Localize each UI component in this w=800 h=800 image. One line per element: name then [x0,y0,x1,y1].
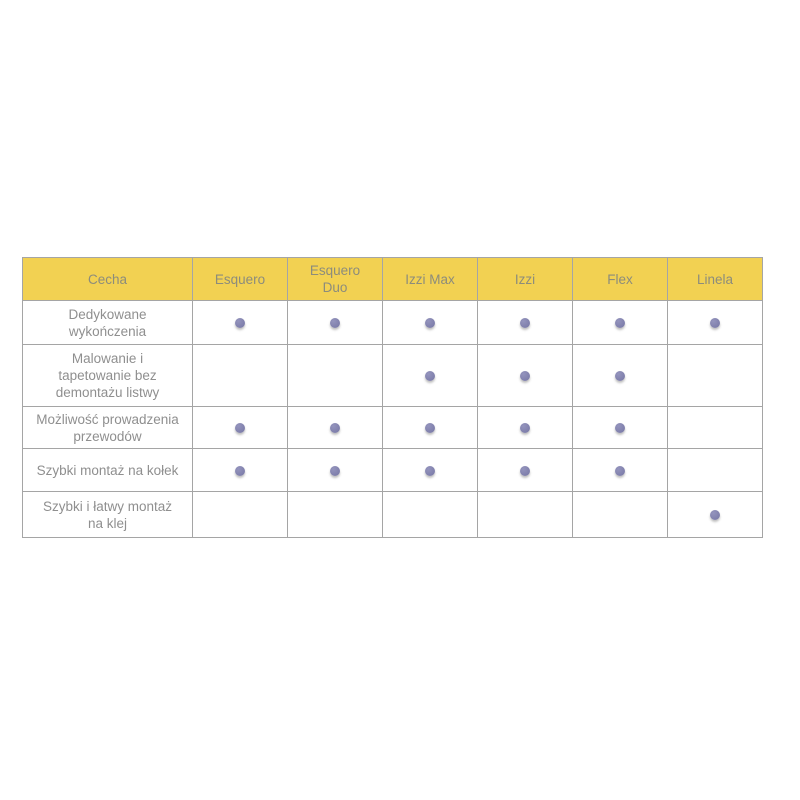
availability-cell [192,406,288,449]
availability-dot-icon [615,465,625,476]
feature-name-cell: Malowanie i tapetowanie bez demontażu li… [22,344,193,407]
table-row: Możliwość prowadzenia przewodów [22,406,763,449]
feature-name-cell: Szybki i łatwy montaż na klej [22,491,193,538]
availability-cell [572,344,668,407]
availability-cell [667,406,763,449]
header-row: Cecha Esquero Esquero Duo Izzi Max Izzi Flex L… [22,257,763,301]
availability-cell [287,406,383,449]
availability-dot-icon [330,318,340,329]
availability-cell [382,491,478,538]
availability-dot-icon [425,423,435,434]
availability-cell [287,344,383,407]
availability-dot-icon [425,318,435,329]
feature-column-header: Cecha [22,257,193,301]
availability-dot-icon [330,423,340,434]
product-column-header: Flex [572,257,668,301]
feature-comparison-table: Cecha Esquero Esquero Duo Izzi Max Izzi Flex L… [22,257,763,538]
availability-cell [572,300,668,345]
availability-cell [667,300,763,345]
availability-cell [477,300,573,345]
availability-cell [477,448,573,492]
availability-dot-icon [330,465,340,476]
availability-cell [477,491,573,538]
availability-cell [667,491,763,538]
availability-cell [192,491,288,538]
product-column-header: Izzi Max [382,257,478,301]
availability-cell [667,344,763,407]
availability-dot-icon [520,465,530,476]
availability-cell [382,300,478,345]
availability-dot-icon [235,423,245,434]
table-row: Szybki i łatwy montaż na klej [22,491,763,538]
availability-cell [287,491,383,538]
availability-cell [477,406,573,449]
availability-cell [572,448,668,492]
availability-dot-icon [615,423,625,434]
table-row: Szybki montaż na kołek [22,448,763,492]
availability-cell [382,448,478,492]
availability-cell [287,448,383,492]
availability-cell [192,448,288,492]
feature-name-cell: Dedykowane wykończenia [22,300,193,345]
product-column-header: Linela [667,257,763,301]
availability-cell [382,406,478,449]
table-row: Dedykowane wykończenia [22,300,763,345]
availability-cell [572,406,668,449]
availability-dot-icon [710,318,720,329]
availability-dot-icon [520,371,530,382]
availability-cell [192,300,288,345]
feature-name-cell: Szybki montaż na kołek [22,448,193,492]
availability-dot-icon [425,465,435,476]
availability-dot-icon [520,318,530,329]
availability-dot-icon [235,318,245,329]
table-row: Malowanie i tapetowanie bez demontażu li… [22,344,763,407]
availability-dot-icon [710,510,720,521]
availability-cell [477,344,573,407]
availability-cell [287,300,383,345]
product-column-header: Izzi [477,257,573,301]
availability-cell [572,491,668,538]
availability-dot-icon [235,465,245,476]
product-column-header: Esquero [192,257,288,301]
availability-cell [382,344,478,407]
feature-name-cell: Możliwość prowadzenia przewodów [22,406,193,449]
product-column-header: Esquero Duo [287,257,383,301]
availability-dot-icon [520,423,530,434]
availability-cell [192,344,288,407]
availability-cell [667,448,763,492]
availability-dot-icon [615,371,625,382]
availability-dot-icon [425,371,435,382]
feature-comparison-table-wrap: Cecha Esquero Esquero Duo Izzi Max Izzi Flex L… [22,257,763,538]
availability-dot-icon [615,318,625,329]
